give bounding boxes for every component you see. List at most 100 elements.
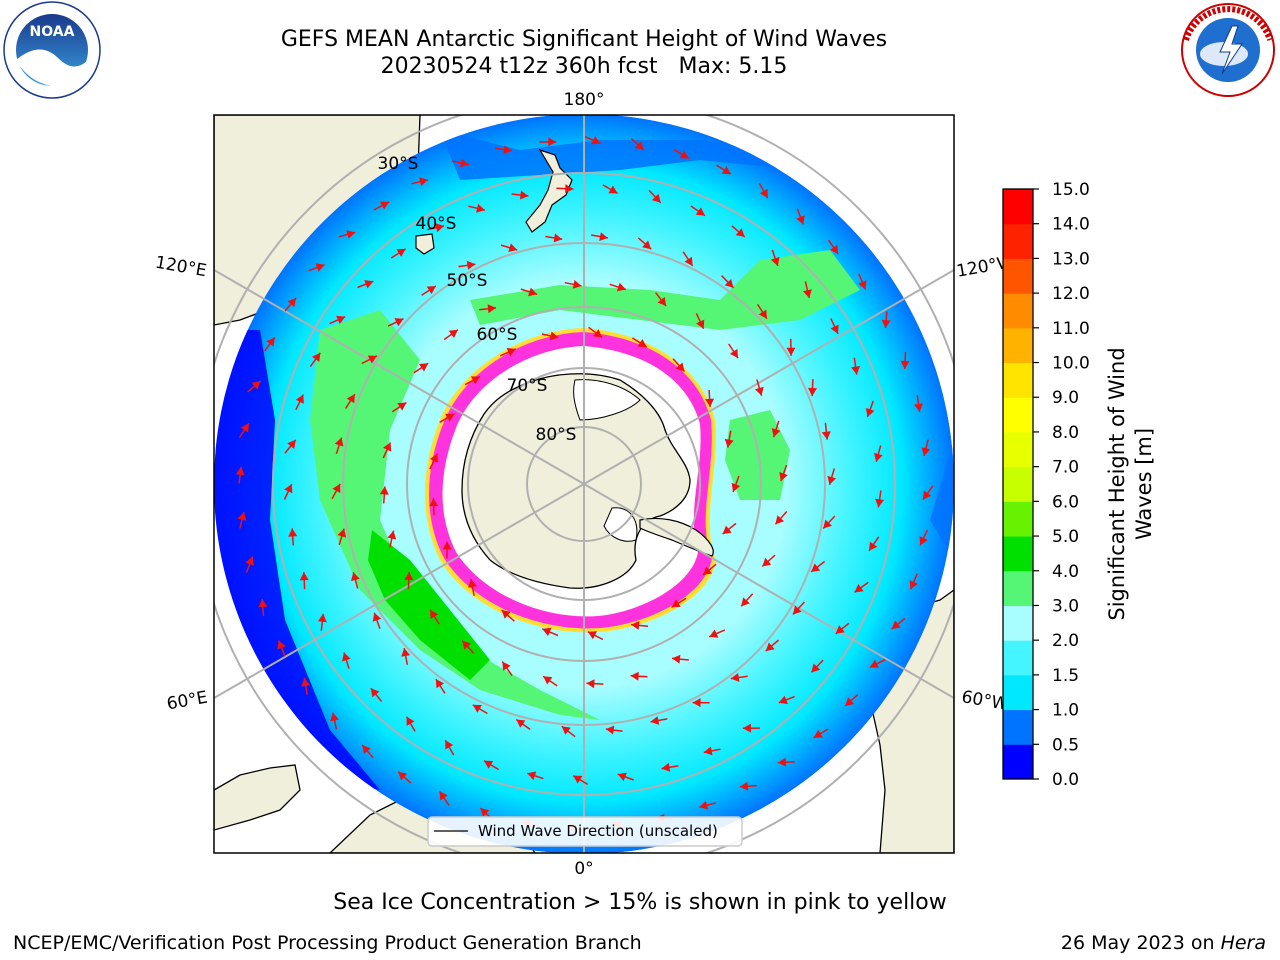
colorbar-bin — [1003, 536, 1033, 572]
band-green-core — [368, 530, 490, 680]
wave-direction-arrow — [739, 781, 757, 791]
wave-direction-arrow — [452, 158, 469, 168]
wave-direction-arrow — [429, 609, 440, 625]
wave-direction-arrow — [527, 771, 544, 781]
legend-label: Wind Wave Direction (unscaled) — [478, 822, 718, 840]
wave-direction-arrow — [822, 515, 836, 530]
wave-direction-arrow — [351, 572, 360, 589]
graticule — [214, 115, 954, 853]
parallel-label-40s: 40°S — [416, 214, 457, 234]
wave-direction-arrow — [770, 249, 780, 267]
wave-direction-arrow — [605, 725, 623, 735]
wave-direction-arrow — [661, 762, 679, 772]
wave-direction-arrow — [755, 379, 764, 396]
wave-direction-arrow — [515, 718, 531, 731]
wave-direction-arrow — [779, 464, 788, 482]
wave-direction-arrow — [361, 355, 378, 365]
wave-direction-arrow — [444, 739, 455, 756]
wave-direction-arrow — [329, 315, 346, 325]
colorbar-frame — [1002, 188, 1034, 780]
wave-direction-arrow — [539, 137, 557, 147]
wave-direction-arrow — [499, 348, 517, 357]
wave-direction-arrow — [584, 136, 601, 145]
wave-direction-arrow — [909, 573, 918, 590]
band-light-green-north — [470, 250, 860, 330]
wave-direction-arrow — [586, 679, 604, 689]
colorbar-title-line1: Significant Height of Wind — [1105, 347, 1129, 620]
colorbar-bin — [1003, 466, 1033, 502]
wave-direction-arrow — [520, 287, 538, 297]
map-frame — [213, 114, 955, 854]
wave-direction-arrow — [542, 627, 559, 637]
wave-direction-arrow — [572, 774, 589, 786]
colorbar-tick-label: 0.5 — [1052, 735, 1079, 755]
wave-direction-arrow — [682, 251, 694, 267]
colorbar-bin — [1003, 362, 1033, 398]
colorbar-tick-label: 11.0 — [1052, 319, 1090, 339]
wave-direction-arrow — [464, 375, 481, 386]
wave-direction-arrow — [397, 771, 412, 784]
wave-direction-arrow — [357, 280, 374, 289]
wave-direction-arrow — [494, 145, 513, 155]
parallel-label-60s: 60°S — [477, 325, 518, 345]
colorbar-tick-label: 14.0 — [1052, 215, 1090, 235]
wave-direction-arrow — [338, 230, 356, 239]
wave-direction-arrow — [435, 678, 446, 694]
wave-direction-arrow — [830, 318, 839, 335]
run-date-text: 26 May 2023 on — [1060, 932, 1215, 954]
band-light-green-south — [310, 310, 600, 720]
wave-direction-arrow — [914, 394, 923, 413]
wave-direction-arrow — [919, 529, 929, 546]
colorbar-tick-label: 1.0 — [1052, 701, 1079, 721]
wave-direction-arrow — [299, 572, 309, 590]
wave-direction-arrow — [716, 164, 732, 175]
noaa-logo: NOAA — [3, 1, 101, 99]
wave-direction-arrow — [411, 177, 429, 187]
wave-direction-arrow — [865, 400, 875, 418]
colorbar-bin — [1003, 605, 1033, 641]
wave-direction-arrow — [401, 647, 411, 665]
wave-direction-arrow — [731, 225, 746, 238]
wave-direction-arrow — [858, 273, 867, 290]
colorbar-bin — [1003, 258, 1033, 294]
wave-direction-arrow — [705, 389, 715, 407]
wave-direction-arrow — [721, 275, 735, 289]
colorbar-tick-label: 2.0 — [1052, 631, 1079, 651]
wave-direction-arrow — [728, 343, 739, 359]
wave-direction-arrow — [758, 182, 769, 199]
colorbar-bin — [1003, 570, 1033, 606]
colorbar-bin — [1003, 189, 1033, 225]
wave-direction-arrow — [337, 528, 347, 546]
wave-direction-arrow — [258, 598, 268, 617]
wave-direction-arrow — [284, 439, 297, 454]
wave-direction-arrow — [541, 331, 559, 341]
wave-direction-arrow — [690, 205, 706, 217]
colorbar-tick-label: 10.0 — [1052, 354, 1090, 374]
wave-direction-arrow — [673, 149, 690, 160]
run-host: Hera — [1220, 932, 1266, 954]
wave-direction-arrow — [404, 571, 414, 589]
meridian-label-60e: 60°E — [165, 688, 209, 715]
wave-direction-arrow — [648, 189, 662, 204]
producer-credit: NCEP/EMC/Verification Post Processing Pr… — [13, 932, 642, 954]
parallel-label-70s: 70°S — [507, 376, 548, 396]
colorbar-bin — [1003, 501, 1033, 537]
wave-direction-arrow — [810, 659, 824, 673]
wave-direction-arrow — [703, 746, 721, 756]
colorbar-tick-label: 3.0 — [1052, 596, 1079, 616]
wave-direction-arrow — [382, 442, 392, 459]
band-blue-north — [440, 130, 840, 190]
wave-direction-arrow — [777, 757, 795, 767]
wave-direction-arrow — [245, 556, 254, 573]
colorbar-bin — [1003, 327, 1033, 364]
wave-direction-arrow — [672, 358, 685, 372]
wave-direction-arrow — [390, 248, 407, 259]
wave-direction-arrow — [468, 203, 486, 213]
wave-direction-arrow — [421, 285, 437, 296]
colorbar-tick-label: 1.5 — [1052, 666, 1079, 686]
wave-direction-arrow — [458, 260, 476, 270]
wave-direction-arrow — [587, 631, 604, 641]
wave-direction-arrow — [288, 528, 298, 546]
wave-direction-arrow — [851, 357, 861, 375]
